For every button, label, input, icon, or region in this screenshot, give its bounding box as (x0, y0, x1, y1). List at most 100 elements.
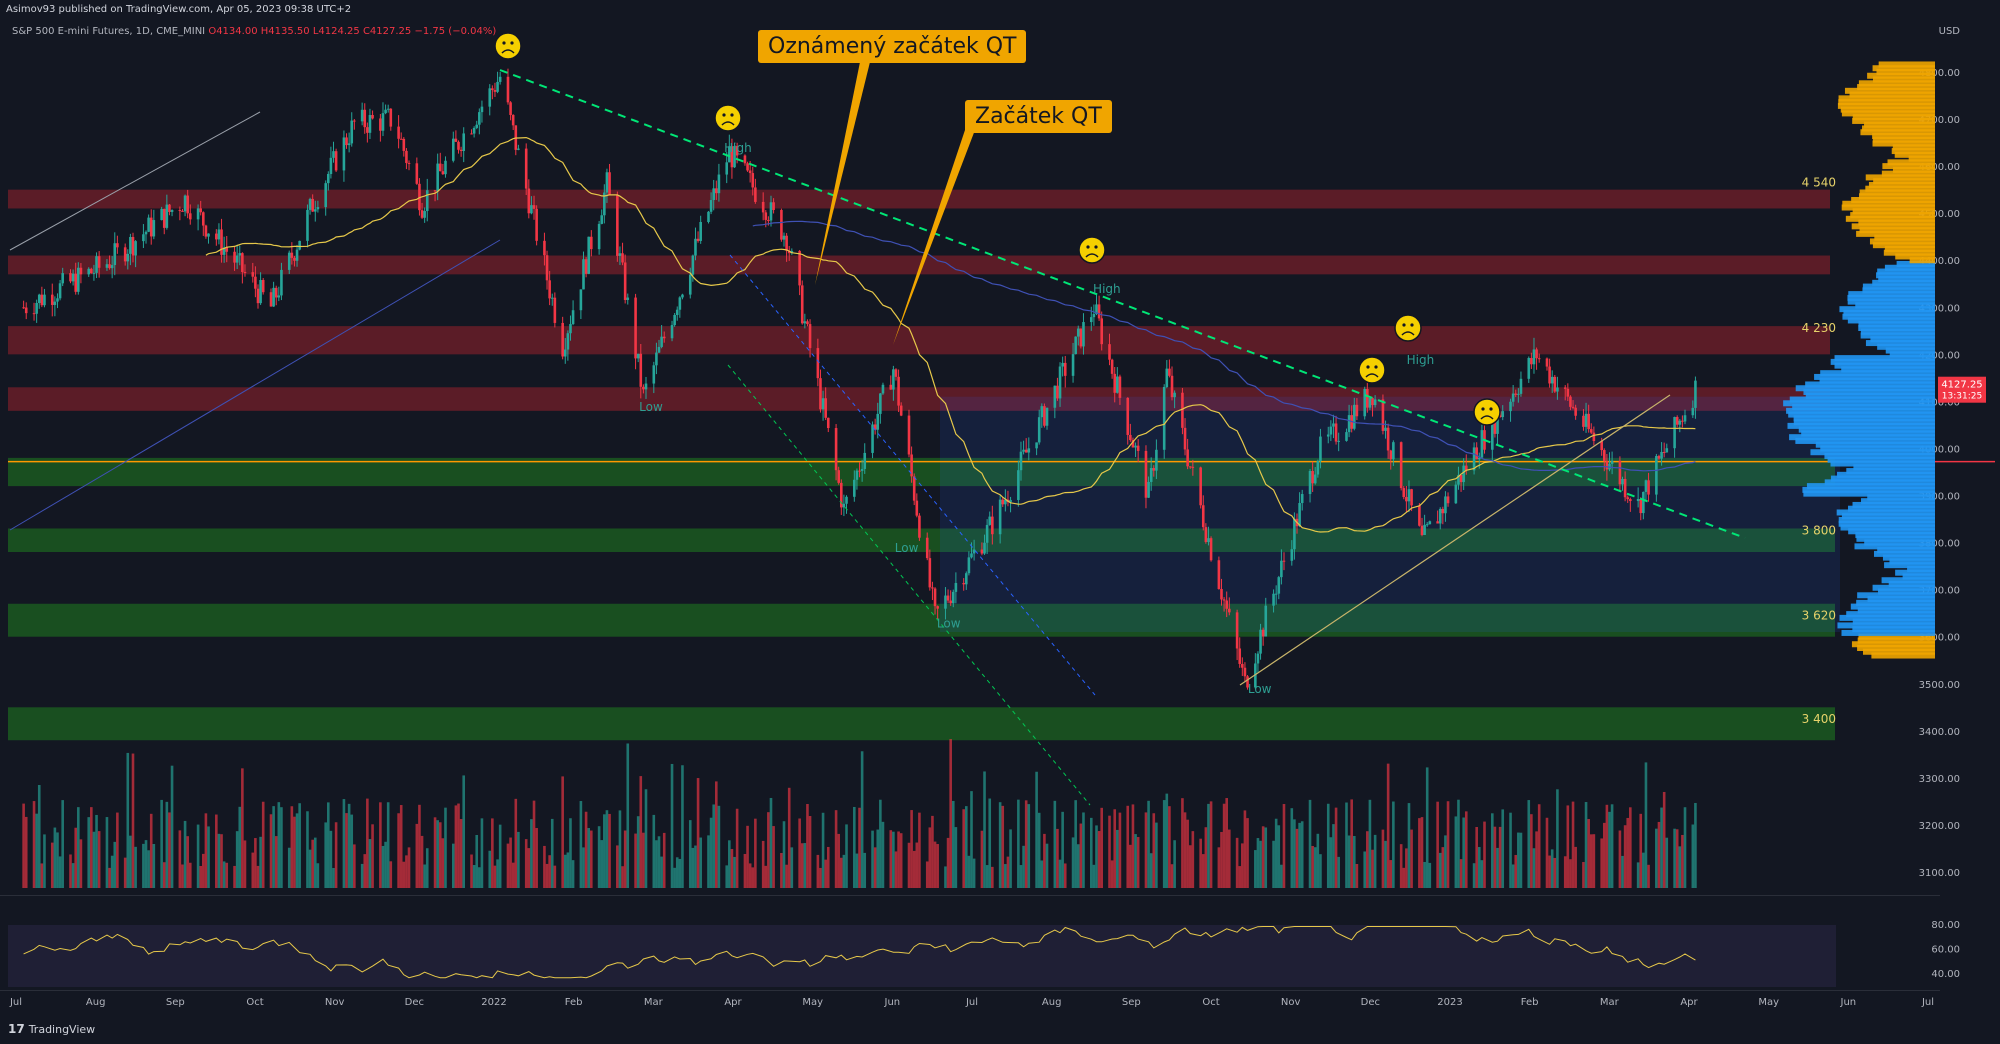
volume-bar (418, 804, 421, 888)
candle (293, 257, 296, 261)
volume-bar (1517, 832, 1520, 888)
volume-bar (673, 867, 676, 888)
candle (1097, 304, 1101, 319)
volume-bar (1259, 840, 1262, 888)
volume-bar (1095, 825, 1098, 888)
candle (371, 115, 374, 119)
volume-bar (491, 818, 494, 888)
volume-bar (530, 819, 533, 888)
candle (1629, 499, 1632, 502)
candle (215, 233, 218, 240)
volume-bar (1347, 835, 1351, 888)
candle (71, 273, 75, 282)
candle (1384, 427, 1387, 431)
candle (347, 143, 351, 146)
volume-bar (1373, 834, 1377, 888)
candle (1170, 375, 1174, 398)
volume-bar (925, 861, 929, 888)
candle (87, 268, 91, 275)
candle (1136, 445, 1140, 451)
y-tick-label: 3200.00 (1919, 821, 1960, 832)
volume-bar (1241, 843, 1244, 888)
volume-bar (1293, 819, 1296, 888)
candle (678, 297, 682, 310)
volume-bar (160, 799, 163, 888)
volume-bar (1063, 863, 1067, 888)
candle (1642, 491, 1645, 514)
candle (579, 289, 583, 311)
candle (1191, 466, 1195, 468)
volume-bar (1035, 771, 1038, 888)
candle (834, 428, 838, 471)
candle (1477, 457, 1481, 460)
candle (970, 553, 973, 558)
candle (964, 573, 968, 585)
volume-bar (162, 862, 166, 888)
candle (819, 378, 822, 410)
candle (1405, 497, 1408, 502)
candle (1147, 481, 1150, 498)
volume-bar (238, 806, 242, 888)
volume-bar (834, 810, 838, 888)
candle (933, 588, 937, 607)
candle (1074, 336, 1077, 355)
volume-bar (1071, 837, 1075, 888)
candle (1199, 467, 1202, 506)
volume-bar (186, 836, 189, 888)
volume-bar (897, 831, 900, 888)
volume-bar (438, 822, 442, 888)
candle (1428, 521, 1432, 525)
candle (1207, 538, 1210, 543)
candle (488, 88, 492, 107)
x-tick-label: May (802, 997, 823, 1008)
volume-bar (1024, 800, 1028, 888)
candle (295, 249, 299, 261)
volume-bar (108, 867, 111, 888)
candle (56, 298, 59, 302)
volume-bar (873, 847, 877, 888)
candle (1678, 420, 1682, 425)
candle (1623, 478, 1627, 498)
candle (1355, 404, 1359, 417)
candle (1076, 328, 1080, 337)
volume-bar (478, 867, 481, 888)
candle (1264, 605, 1268, 637)
volume-bar (733, 856, 736, 888)
candle (892, 369, 895, 390)
volume-bar (165, 801, 169, 888)
candle (90, 268, 93, 274)
volume-bar (1118, 812, 1122, 888)
volume-bar (1108, 815, 1111, 888)
candle (1464, 465, 1468, 471)
candle (506, 76, 510, 103)
volume-bar (1483, 821, 1486, 888)
candle (1462, 465, 1465, 483)
candle (272, 287, 275, 307)
candle (470, 133, 473, 135)
swing-label: High (724, 141, 752, 155)
candle (220, 229, 223, 255)
volume-bar (696, 778, 700, 888)
candle (1009, 499, 1012, 503)
volume-bar (1162, 800, 1166, 888)
volume-bar (1334, 807, 1338, 888)
candle (967, 557, 971, 574)
candle (1027, 448, 1031, 453)
volume-bar (933, 841, 937, 888)
volume-bar (1446, 801, 1450, 888)
volume-bar (1464, 811, 1468, 888)
volume-bar (366, 798, 369, 888)
candle (261, 279, 265, 293)
swing-label: High (1093, 282, 1121, 296)
candle (225, 247, 229, 252)
volume-bar (1201, 854, 1205, 888)
y-tick-label: 3600.00 (1919, 633, 1960, 644)
candle (1587, 413, 1590, 430)
volume-bar (287, 847, 291, 888)
volume-bar (308, 849, 312, 888)
volume-bar (37, 784, 41, 888)
x-tick-label: Apr (1680, 997, 1698, 1008)
level-label: 3 800 (1802, 524, 1836, 538)
volume-bar (1165, 793, 1169, 888)
